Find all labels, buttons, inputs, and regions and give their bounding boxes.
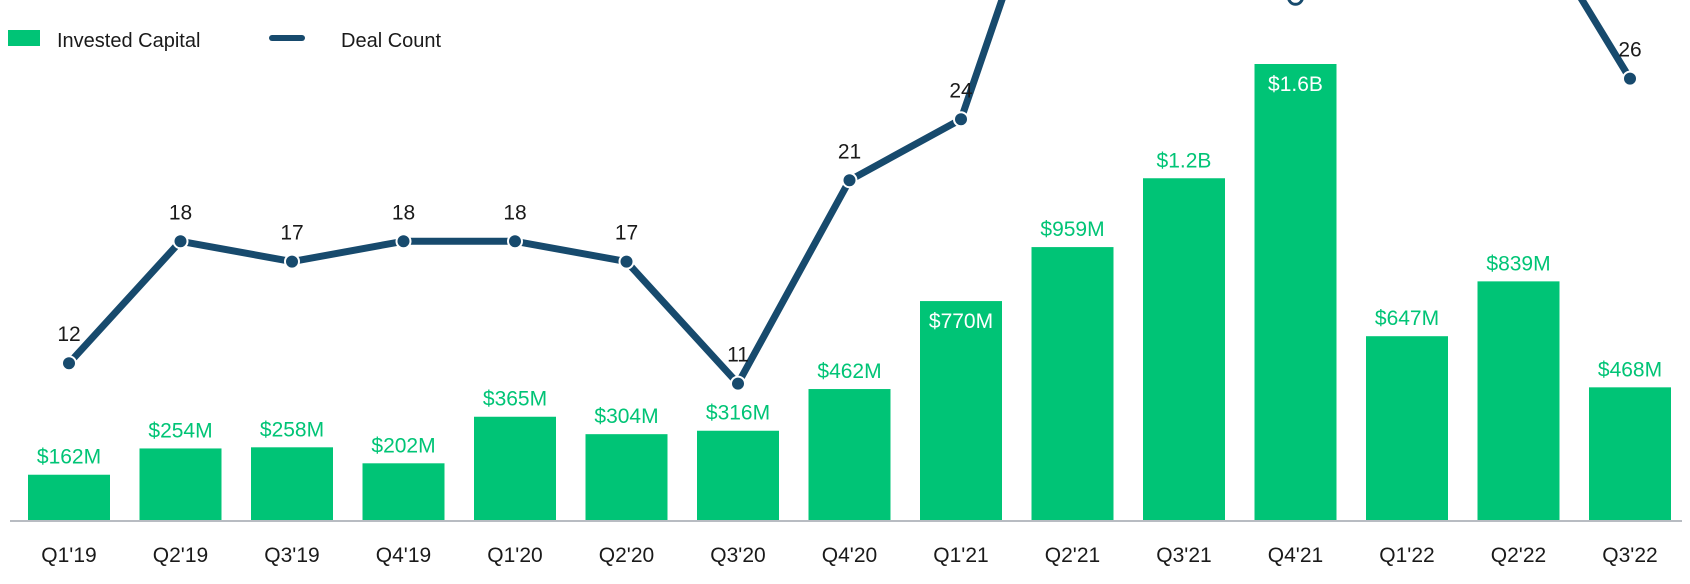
bar-value-label: $770M: [929, 310, 993, 333]
x-tick-label: Q4'19: [376, 544, 431, 567]
deal-count-label: 18: [503, 201, 526, 224]
x-tick-label: Q2'20: [599, 544, 654, 567]
bar-7: [808, 389, 891, 521]
bar-0: [28, 474, 110, 521]
deal-count-label: 26: [1618, 39, 1641, 62]
x-tick-label: Q3'20: [710, 544, 765, 567]
deal-count-label: 17: [280, 222, 303, 245]
bar-value-label: $462M: [817, 360, 881, 383]
bar-4: [474, 416, 556, 521]
bar-2: [251, 447, 333, 521]
bar-9: [1031, 247, 1114, 521]
x-tick-label: Q2'19: [153, 544, 208, 567]
bar-value-label: $647M: [1375, 307, 1439, 330]
legend-label-deal-count: Deal Count: [341, 30, 442, 52]
bar-6: [697, 430, 779, 521]
deal-count-point: [61, 355, 77, 372]
deal-count-label: 24: [949, 79, 973, 102]
x-tick-label: Q1'20: [487, 544, 542, 567]
bar-11: [1254, 64, 1337, 521]
deal-count-point: [507, 233, 523, 250]
bar-5: [585, 434, 668, 521]
deal-count-label: 21: [838, 140, 861, 163]
x-axis-ticks: Q1'19 Q2'19 Q3'19 Q4'19 Q1'20 Q2'20 Q3'20 Q4'20…: [41, 544, 1657, 567]
bar-value-label: $304M: [594, 405, 658, 428]
legend-swatch-invested-capital: [8, 30, 40, 46]
x-tick-label: Q2'21: [1045, 544, 1100, 567]
bar-value-label: $258M: [260, 418, 324, 441]
bar-value-label: $365M: [483, 388, 547, 411]
x-tick-label: Q3'22: [1602, 544, 1657, 567]
bar-12: [1366, 336, 1448, 521]
bar-value-label: $839M: [1486, 252, 1550, 275]
deal-count-series: [61, 0, 1638, 392]
deal-count-point: [284, 253, 300, 270]
bar-series: [28, 64, 1671, 521]
deal-count-labels: 121817181817112124404330313526: [57, 39, 1641, 367]
bar-value-label: $162M: [37, 446, 101, 469]
legend-label-invested-capital: Invested Capital: [57, 30, 200, 52]
x-tick-label: Q1'19: [41, 544, 96, 567]
x-tick-label: Q4'21: [1268, 544, 1323, 567]
x-tick-label: Q1'22: [1379, 544, 1434, 567]
x-tick-label: Q4'20: [822, 544, 877, 567]
bar-value-label: $254M: [148, 419, 212, 442]
bar-value-label: $1.2B: [1157, 149, 1212, 172]
bar-value-label: $959M: [1040, 218, 1104, 241]
bar-1: [139, 448, 222, 521]
bar-3: [362, 463, 445, 521]
bar-value-label: $316M: [706, 402, 770, 425]
bar-value-label: $202M: [371, 434, 435, 457]
deal-count-point: [172, 233, 189, 250]
deal-count-label: 18: [169, 201, 192, 224]
deal-count-point: [841, 172, 858, 189]
deal-count-label: 12: [57, 323, 80, 346]
deal-count-point: [395, 233, 412, 250]
deal-count-point: [1287, 0, 1304, 6]
deal-count-point: [953, 111, 969, 128]
legend: Invested Capital Deal Count: [8, 30, 442, 52]
bar-value-label: $1.6B: [1268, 73, 1323, 96]
bar-14: [1589, 387, 1671, 521]
deal-count-point: [618, 253, 635, 270]
bar-13: [1477, 281, 1560, 521]
deal-count-label: 11: [727, 344, 749, 367]
bar-8: [920, 301, 1002, 521]
bar-value-labels: $162M $254M $258M $202M $365M $304M $316M $462M…: [37, 73, 1662, 469]
deal-count-point: [730, 375, 746, 392]
bar-10: [1143, 178, 1225, 521]
bar-value-label: $468M: [1598, 358, 1662, 381]
deal-count-point: [1622, 70, 1638, 87]
x-tick-label: Q2'22: [1491, 544, 1546, 567]
deal-count-label: 17: [615, 222, 638, 245]
x-tick-label: Q1'21: [933, 544, 988, 567]
x-tick-label: Q3'21: [1156, 544, 1211, 567]
deal-count-label: 18: [392, 201, 415, 224]
x-tick-label: Q3'19: [264, 544, 319, 567]
